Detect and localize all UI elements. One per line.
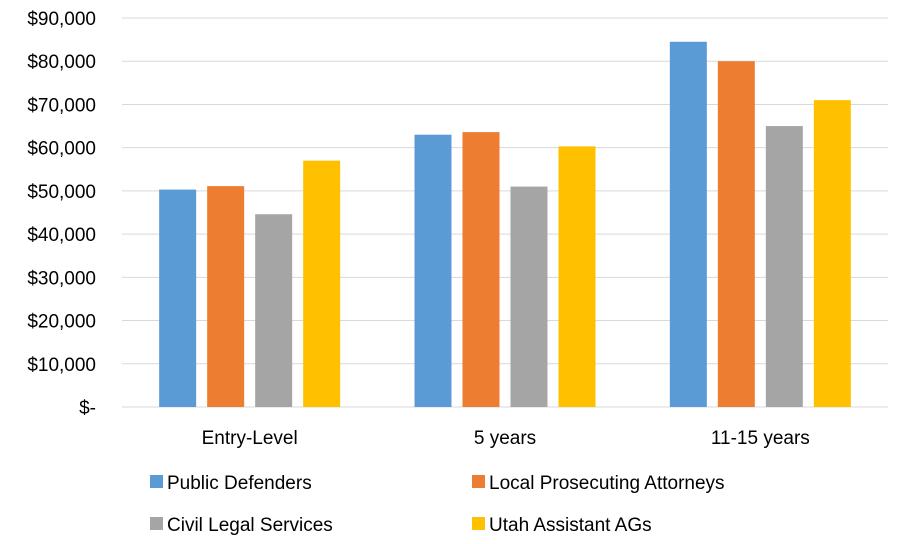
bar bbox=[414, 134, 452, 407]
y-tick-label: $60,000 bbox=[27, 139, 96, 160]
x-tick-label: 5 years bbox=[474, 428, 536, 449]
bar bbox=[717, 61, 755, 407]
legend: Public Defenders Local Prosecuting Attorn… bbox=[150, 473, 725, 536]
legend-label: Public Defenders bbox=[167, 473, 312, 494]
legend-swatch bbox=[472, 517, 485, 530]
y-tick-label: $90,000 bbox=[27, 9, 96, 30]
y-tick-label: $80,000 bbox=[27, 52, 96, 73]
legend-label: Utah Assistant AGs bbox=[489, 515, 652, 536]
legend-swatch bbox=[472, 475, 485, 488]
bar bbox=[255, 214, 293, 407]
x-tick-label: Entry-Level bbox=[202, 428, 298, 449]
x-axis: Entry-Level 5 years 11-15 years bbox=[202, 428, 810, 449]
y-tick-label: $70,000 bbox=[27, 95, 96, 116]
bars bbox=[159, 41, 851, 408]
y-tick-label: $- bbox=[79, 398, 96, 419]
bar bbox=[303, 160, 341, 407]
bar bbox=[669, 41, 707, 408]
legend-swatch bbox=[150, 475, 163, 488]
bar bbox=[510, 186, 548, 407]
bar bbox=[765, 126, 803, 408]
x-tick-label: 11-15 years bbox=[711, 428, 810, 449]
bar bbox=[558, 146, 596, 407]
bar bbox=[462, 132, 500, 407]
y-tick-label: $30,000 bbox=[27, 268, 96, 289]
bar bbox=[207, 186, 245, 407]
y-tick-label: $20,000 bbox=[27, 312, 96, 333]
y-tick-label: $40,000 bbox=[27, 225, 96, 246]
y-tick-label: $10,000 bbox=[27, 355, 96, 376]
bar bbox=[813, 100, 851, 407]
legend-swatch bbox=[150, 517, 163, 530]
legend-label: Civil Legal Services bbox=[167, 515, 333, 536]
gridlines bbox=[122, 17, 888, 408]
bar bbox=[159, 189, 197, 407]
y-axis: $- $10,000 $20,000 $30,000 $40,000 $50,000 $60… bbox=[27, 9, 96, 419]
legend-label: Local Prosecuting Attorneys bbox=[489, 473, 725, 494]
y-tick-label: $50,000 bbox=[27, 182, 96, 203]
